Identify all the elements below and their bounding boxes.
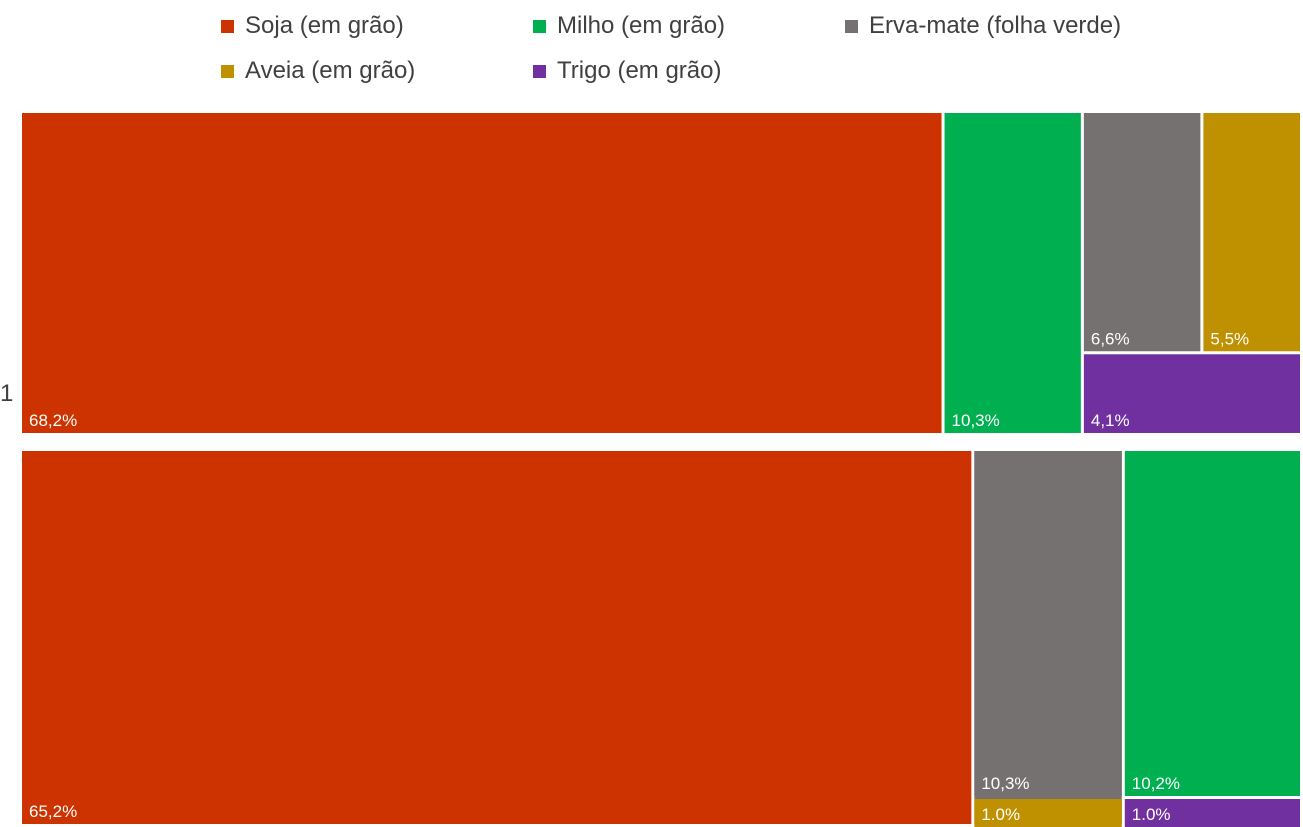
legend-label-erva-mate: Erva-mate (folha verde) [869, 12, 1122, 39]
tile-label-aveia-em-grao-1: 5,5% [1210, 329, 1249, 348]
legend-label-trigo: Trigo (em grão) [557, 57, 722, 84]
tile-aveia-em-grao-1 [1203, 113, 1300, 352]
tile-label-soja-em-grao-1: 68,2% [29, 411, 77, 430]
tile-erva-mate-folha-verde-1 [1083, 113, 1201, 352]
tile-trigo-em-grao-1 [1083, 354, 1300, 433]
legend-item-milho: Milho (em grão) [533, 12, 725, 40]
legend-label-soja: Soja (em grão) [245, 12, 404, 39]
legend-label-aveia: Aveia (em grão) [245, 57, 416, 84]
tile-erva-mate-folha-verde-2 [974, 451, 1122, 796]
legend-swatch-milho [533, 19, 546, 33]
legend-swatch-erva-mate [845, 19, 858, 33]
tile-label-milho-em-grao-2: 10,2% [1132, 774, 1180, 793]
legend-item-erva-mate: Erva-mate (folha verde) [845, 12, 1121, 40]
legend-swatch-soja [221, 19, 234, 33]
tile-label-trigo-em-grao-2: 1.0% [1132, 805, 1171, 824]
legend-label-milho: Milho (em grão) [557, 12, 726, 39]
tile-milho-em-grao-2 [1124, 451, 1300, 796]
legend-item-aveia: Aveia (em grão) [221, 57, 415, 85]
tile-label-aveia-em-grao-2: 1.0% [981, 805, 1020, 824]
legend-swatch-trigo [533, 64, 546, 78]
tile-soja-em-grao-1 [22, 113, 942, 433]
tile-label-erva-mate-folha-verde-2: 10,3% [981, 774, 1029, 793]
legend: Soja (em grão) Milho (em grão) Erva-mate… [0, 0, 1303, 100]
tile-label-erva-mate-folha-verde-1: 6,6% [1091, 329, 1130, 348]
tile-label-soja-em-grao-2: 65,2% [29, 802, 77, 821]
row-category-label: 1 [0, 380, 14, 407]
legend-swatch-aveia [221, 64, 234, 78]
tile-soja-em-grao-2 [22, 451, 972, 824]
tile-label-trigo-em-grao-1: 4,1% [1091, 411, 1130, 430]
tile-milho-em-grao-1 [944, 113, 1081, 433]
tile-label-milho-em-grao-1: 10,3% [952, 411, 1000, 430]
tile-aveia-em-grao-2 [974, 799, 1122, 827]
legend-item-trigo: Trigo (em grão) [533, 57, 721, 85]
legend-item-soja: Soja (em grão) [221, 12, 404, 40]
tile-trigo-em-grao-2 [1124, 799, 1300, 827]
